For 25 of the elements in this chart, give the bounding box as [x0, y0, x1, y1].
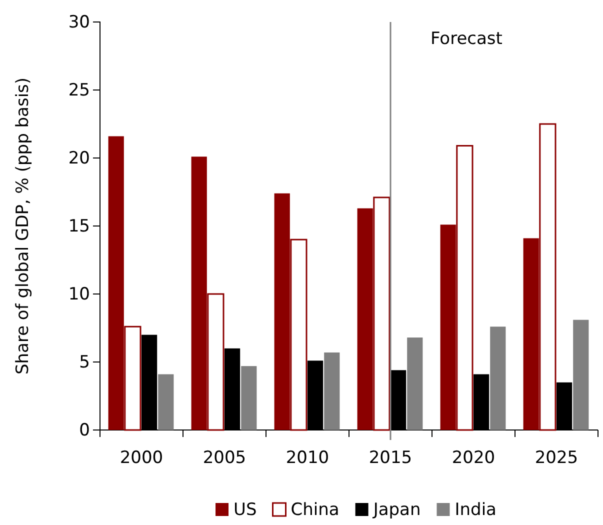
x-tick-label: 2010 [286, 448, 330, 468]
x-tick-label: 2005 [202, 448, 246, 468]
y-tick-label: 25 [68, 80, 90, 100]
y-tick-label: 0 [79, 420, 90, 440]
x-tick-label: 2020 [452, 448, 496, 468]
y-tick-label: 15 [68, 216, 90, 236]
x-tick-label: 2025 [534, 448, 578, 468]
legend-label: China [290, 500, 340, 520]
x-tick-label: 2000 [120, 448, 164, 468]
annotation: Forecast [430, 29, 503, 49]
y-axis-title: Share of global GDP, % (ppp basis) [13, 77, 33, 375]
y-tick-label: 5 [79, 352, 90, 372]
x-tick-label: 2015 [368, 448, 412, 468]
bar [158, 374, 174, 430]
legend-label: US [234, 500, 257, 520]
bar [490, 326, 506, 430]
y-tick-label: 20 [68, 148, 90, 168]
bar [241, 366, 257, 430]
bar [573, 320, 589, 430]
bar [407, 338, 423, 430]
legend-label: India [454, 500, 496, 520]
bar [324, 352, 340, 430]
y-tick-label: 10 [68, 284, 90, 304]
y-tick-label: 30 [68, 12, 90, 32]
legend-label: Japan [372, 500, 421, 520]
